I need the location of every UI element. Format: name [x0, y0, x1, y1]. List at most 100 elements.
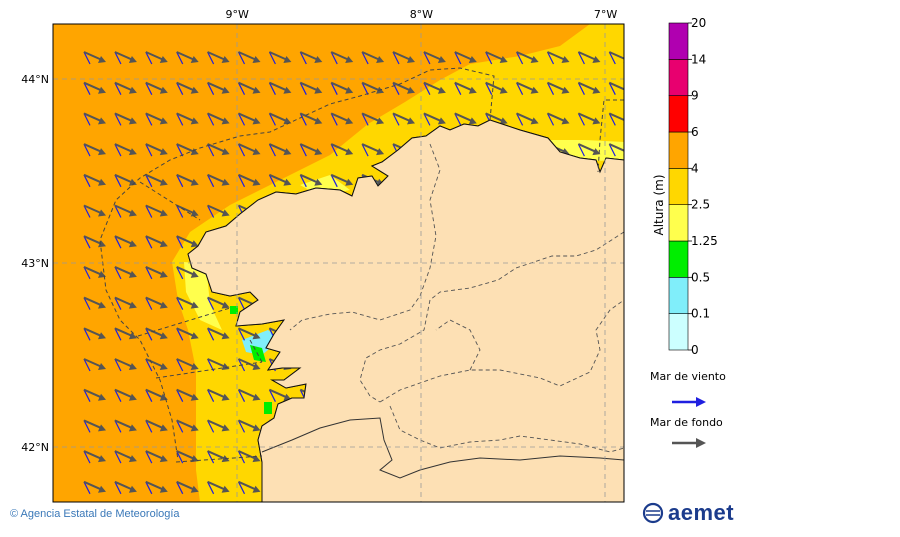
- wave-arrow-71: [577, 143, 601, 157]
- colorbar-segment-0: [668, 313, 689, 351]
- colorbar-label-3: 1.25: [691, 234, 718, 248]
- wave-arrow-15: [516, 51, 539, 65]
- ria-green-c: [230, 306, 238, 314]
- colorbar-label-9: 20: [691, 16, 706, 30]
- wave-arrow-59: [207, 143, 230, 157]
- wave-arrow-39: [145, 112, 168, 126]
- wave-arrow-220: [176, 419, 199, 433]
- colorbar-segment-6: [668, 95, 689, 133]
- wave-arrow-52: [546, 112, 570, 126]
- wave-arrow-92: [114, 204, 137, 218]
- wave-arrow-168: [237, 327, 261, 341]
- wave-arrow-217: [83, 419, 106, 433]
- wave-arrow-218: [114, 419, 137, 433]
- wave-arrow-254: [114, 480, 137, 495]
- wave-arrow-75: [145, 173, 168, 188]
- graticule: [53, 24, 624, 502]
- wave-arrow-146: [114, 296, 137, 310]
- ria-green-a: [250, 345, 266, 362]
- wave-arrow-145: [83, 296, 106, 310]
- wave-arrow-183: [145, 358, 168, 372]
- wave-arrow-257: [207, 480, 230, 495]
- map-frame: [52, 23, 625, 503]
- wave-arrow-61: [268, 143, 292, 157]
- wave-arrow-42: [237, 112, 261, 126]
- wave-arrow-256: [176, 480, 199, 495]
- wave-arrow-91: [83, 204, 106, 218]
- wave-arrow-73: [83, 173, 106, 188]
- colorbar-label-8: 14: [691, 52, 706, 66]
- wave-arrow-60: [237, 143, 261, 157]
- wave-arrow-6: [237, 51, 261, 65]
- wave-arrow-49: [454, 112, 477, 126]
- wave-arrow-79: [268, 173, 292, 188]
- lon-label-1: 8°W: [410, 8, 433, 21]
- wave-arrow-13: [454, 51, 477, 65]
- wave-arrow-17: [577, 51, 601, 65]
- wave-arrow-1: [83, 51, 106, 65]
- colorbar-segment-1: [668, 277, 689, 314]
- wave-arrow-45: [330, 112, 354, 126]
- colorbar-label-0: 0: [691, 343, 699, 357]
- aemet-logo-icon: [642, 502, 664, 524]
- swell-legend-label: Mar de fondo: [650, 416, 723, 429]
- wave-arrow-74: [114, 173, 137, 188]
- colorbar-label-1: 0.1: [691, 307, 710, 321]
- wave-arrow-237: [145, 450, 168, 464]
- aemet-logo-text: aemet: [668, 500, 735, 525]
- colorbar: 0 0.1 0.5 1.25 2.5 4 6 9 14 20: [668, 16, 718, 357]
- wave-arrow-258: [237, 480, 261, 495]
- wave-arrow-37: [83, 112, 106, 126]
- colorbar-segment-8: [668, 22, 689, 60]
- country-border: [261, 417, 624, 479]
- colorbar-segment-7: [668, 59, 689, 96]
- wave-arrow-9: [330, 51, 354, 65]
- wind-sea-legend-label: Mar de viento: [650, 370, 726, 383]
- wave-arrow-27: [330, 81, 354, 95]
- wave-arrow-14: [485, 51, 508, 65]
- wave-arrow-12: [423, 51, 446, 65]
- land-mass-overlay: [187, 119, 624, 502]
- wave-arrow-47: [392, 112, 415, 126]
- wave-arrow-77: [207, 173, 230, 188]
- colorbar-segment-5: [668, 131, 689, 169]
- wave-arrow-165: [145, 327, 168, 341]
- wave-arrow-41: [207, 112, 230, 126]
- wave-arrow-11: [392, 51, 415, 65]
- wave-arrow-2: [114, 51, 137, 65]
- colorbar-label-7: 9: [691, 89, 699, 103]
- wave-arrow-55: [83, 143, 106, 157]
- wave-arrow-53: [577, 112, 601, 126]
- wave-arrow-95: [207, 204, 230, 218]
- maritime-zone-boundaries: [99, 67, 624, 463]
- wave-arrow-5: [207, 51, 230, 65]
- wave-arrow-202: [176, 388, 199, 402]
- wave-arrow-219: [145, 419, 168, 433]
- wave-arrow-110: [114, 235, 137, 249]
- wave-arrow-33: [516, 81, 539, 95]
- wave-arrow-204: [237, 388, 261, 402]
- swell-arrow-icon: [672, 438, 706, 448]
- lon-label-2: 7°W: [594, 8, 617, 21]
- wind-sea-arrow-icon: [672, 397, 706, 407]
- wave-arrow-164: [114, 327, 137, 341]
- wave-arrow-23: [207, 81, 230, 95]
- wave-arrow-203: [207, 388, 230, 402]
- wave-arrow-129: [145, 265, 168, 280]
- wave-arrow-56: [114, 143, 137, 157]
- wave-arrow-62: [299, 143, 323, 157]
- wave-arrow-235: [83, 450, 106, 464]
- wave-arrow-8: [299, 51, 323, 65]
- wave-arrow-199: [83, 388, 106, 402]
- lat-label-2: 42°N: [21, 441, 49, 454]
- wave-arrow-29: [392, 81, 415, 95]
- wave-arrow-22: [176, 81, 199, 95]
- wave-arrow-21: [145, 81, 168, 95]
- wave-arrow-10: [361, 51, 385, 65]
- lat-label-1: 43°N: [21, 257, 49, 270]
- colorbar-segment-2: [668, 240, 689, 278]
- colorbar-label-5: 4: [691, 161, 699, 175]
- wave-arrow-3: [145, 51, 168, 65]
- longitude-labels: 9°W 8°W 7°W: [226, 8, 618, 21]
- wave-arrow-181: [83, 358, 106, 372]
